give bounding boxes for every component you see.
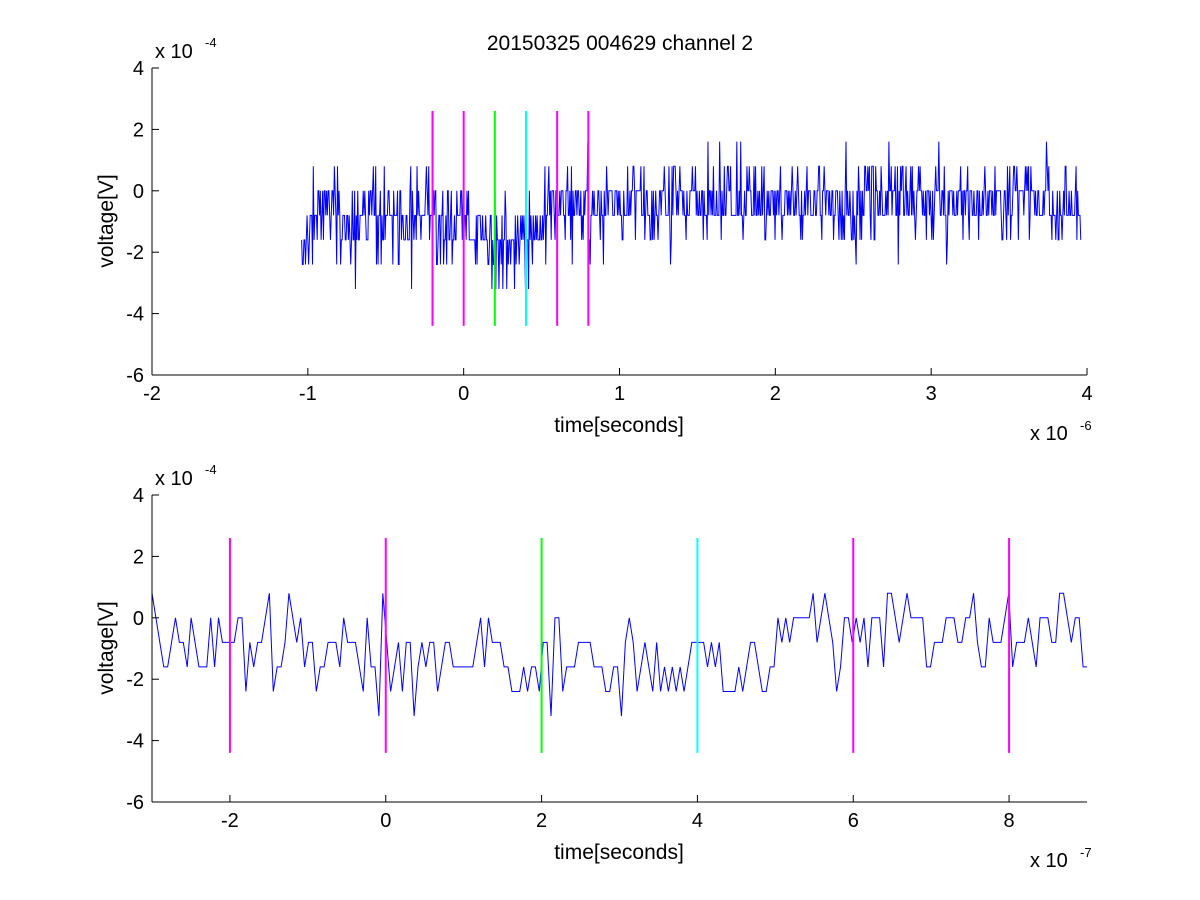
bottom-x-tick-label: 2 (536, 810, 547, 832)
bottom-signal-trace (151, 592, 1087, 717)
bottom-y-ticks: -6 -4 -2 0 2 4 (126, 485, 159, 814)
top-signal-trace (301, 141, 1082, 290)
bottom-y-tick-label: 0 (133, 608, 144, 630)
top-y-axis-label: voltage[V] (95, 174, 118, 267)
top-x-tick-label: 1 (614, 383, 625, 405)
top-x-axis-label: time[seconds] (554, 414, 684, 437)
bottom-y-tick-label: 2 (133, 546, 144, 568)
top-plot: 20150325 004629 channel 2 -2 -1 0 1 2 3 4 -6 -4… (95, 32, 1093, 445)
bottom-signal-layer (151, 592, 1087, 717)
bottom-x-ticks: -2 0 2 4 6 8 (221, 795, 1015, 832)
bottom-marker-layer (228, 537, 1011, 753)
bottom-x-tick-label: 0 (380, 810, 391, 832)
top-y-multiplier: x 10 (155, 41, 193, 63)
top-x-tick-label: 3 (926, 383, 937, 405)
top-axes-box (152, 68, 1087, 375)
top-y-tick-label: 2 (133, 119, 144, 141)
top-y-tick-label: -4 (126, 304, 144, 326)
bottom-y-exponent-value: -4 (205, 462, 217, 477)
top-y-tick-label: 4 (133, 58, 144, 80)
bottom-y-multiplier: x 10 (155, 468, 193, 490)
bottom-x-exponent: x 10 -7 (1030, 845, 1092, 872)
top-plot-title: 20150325 004629 channel 2 (487, 32, 753, 55)
bottom-y-tick-label: -2 (126, 669, 144, 691)
top-y-tick-label: -2 (126, 242, 144, 264)
top-x-tick-label: 2 (770, 383, 781, 405)
top-x-tick-label: -1 (299, 383, 317, 405)
top-x-exponent-value: -6 (1080, 418, 1092, 433)
bottom-y-tick-label: -4 (126, 731, 144, 753)
top-y-exponent: x 10 -4 (155, 35, 217, 63)
bottom-y-exponent: x 10 -4 (155, 462, 217, 490)
top-y-tick-label: 0 (133, 181, 144, 203)
top-x-multiplier: x 10 (1030, 423, 1068, 445)
bottom-x-axis-label: time[seconds] (554, 841, 684, 864)
bottom-y-axis-label: voltage[V] (95, 601, 118, 694)
top-x-tick-label: 0 (458, 383, 469, 405)
top-y-tick-label: -6 (126, 365, 144, 387)
bottom-x-tick-label: -2 (221, 810, 239, 832)
top-x-exponent: x 10 -6 (1030, 418, 1092, 445)
bottom-x-tick-label: 8 (1004, 810, 1015, 832)
top-y-ticks: -6 -4 -2 0 2 4 (126, 58, 159, 387)
bottom-y-tick-label: 4 (133, 485, 144, 507)
bottom-x-tick-label: 6 (848, 810, 859, 832)
bottom-x-multiplier: x 10 (1030, 850, 1068, 872)
bottom-y-tick-label: -6 (126, 792, 144, 814)
top-signal-layer (301, 141, 1082, 290)
bottom-plot: -2 0 2 4 6 8 -6 -4 -2 0 2 4 time[seconds] voltage[… (95, 462, 1092, 872)
top-x-tick-label: 4 (1081, 383, 1092, 405)
top-x-tick-label: -2 (143, 383, 161, 405)
top-x-ticks: -2 -1 0 1 2 3 4 (143, 368, 1093, 405)
top-marker-layer (431, 110, 590, 326)
bottom-x-tick-label: 4 (692, 810, 703, 832)
top-y-exponent-value: -4 (205, 35, 217, 50)
bottom-x-exponent-value: -7 (1080, 845, 1092, 860)
